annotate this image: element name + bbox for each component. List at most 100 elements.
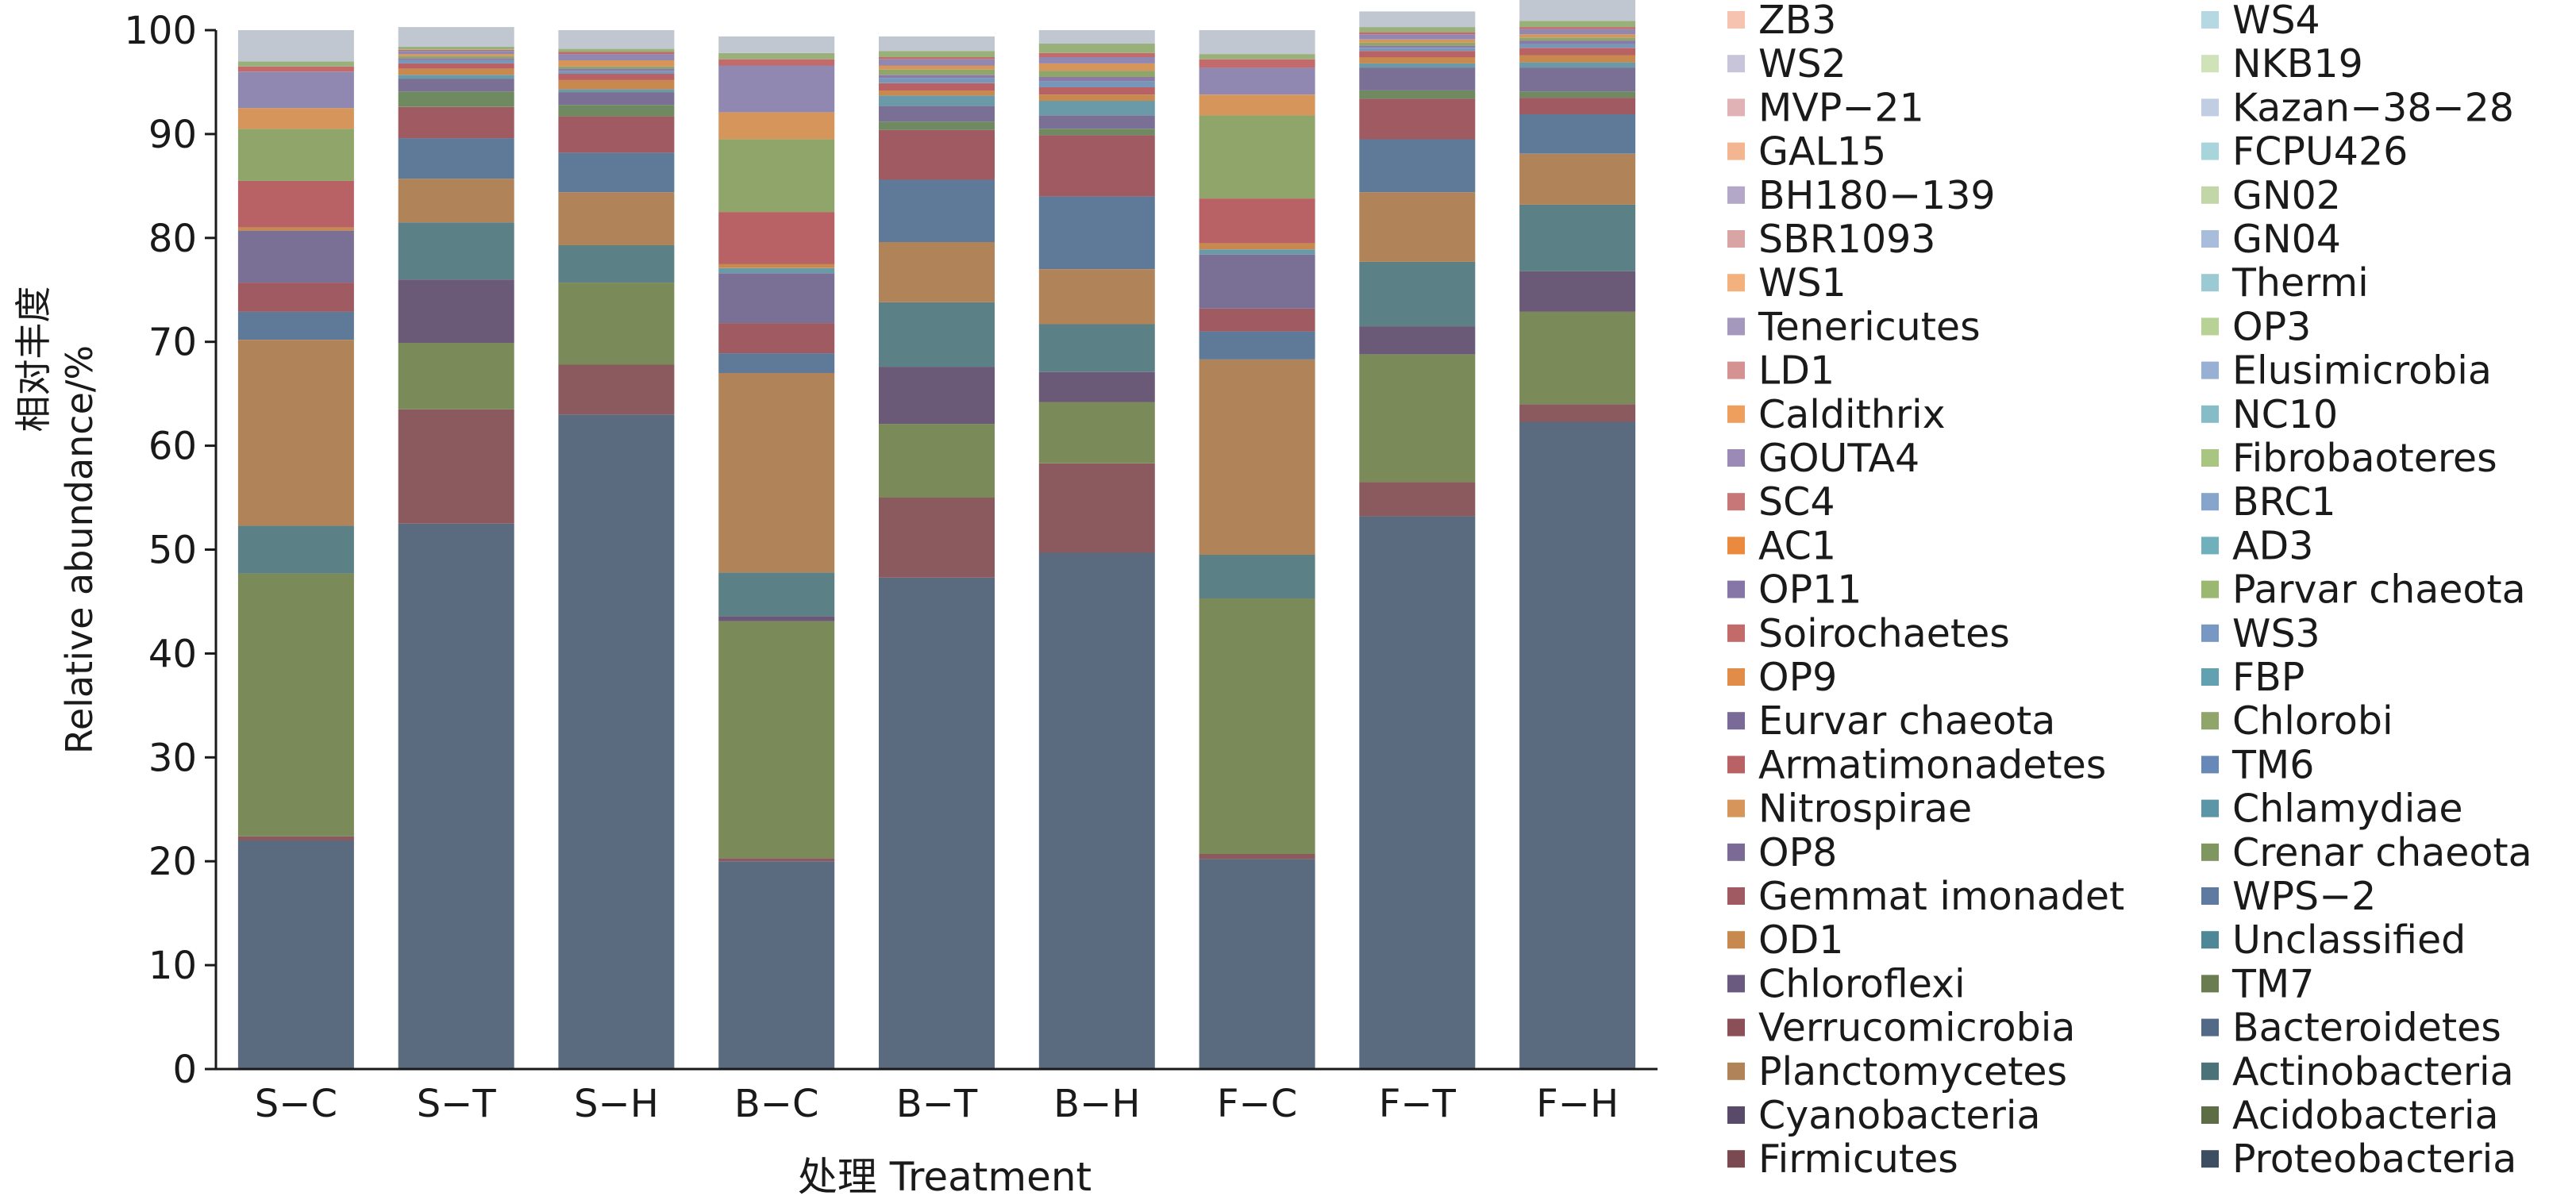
bar-segment-Nitrospirae (1359, 39, 1476, 43)
legend-item: Tenericutes (1727, 304, 1981, 349)
legend-label: Kazan−38−28 (2232, 85, 2514, 130)
bar-segment-Gemmat-imonadet (398, 63, 514, 69)
bar-segment-Chlorobi (718, 139, 835, 212)
legend-swatch (2201, 580, 2219, 598)
plot-area (237, 0, 1636, 1069)
legend-label: AC1 (1758, 523, 1836, 568)
bar-segment-Unclassified (558, 89, 675, 93)
legend-label: Verrucomicrobia (1758, 1006, 2075, 1051)
bar-segment-Proteobacteria (398, 523, 514, 1069)
bar-segment-Acidobacteria (558, 283, 675, 365)
bar-segment-WPS−2 (1038, 81, 1155, 87)
legend-item: Parvar chaeota (2201, 567, 2526, 613)
bar-segment-WPS−2 (1519, 44, 1636, 48)
y-tick-label: 100 (124, 9, 197, 53)
bar-segment-Crenar-chaeota (237, 61, 354, 67)
bar-segment-TM7 (879, 121, 995, 130)
legend-item: FCPU426 (2201, 129, 2408, 175)
bar-segment-Chlorobi (237, 129, 354, 181)
bar-segment-TM7 (558, 105, 675, 117)
y-axis-label-en: Relative abundance/% (58, 345, 101, 754)
legend-swatch (2201, 11, 2219, 29)
legend-label: Thermi (2231, 260, 2369, 306)
bar-segment-Proteobacteria (1359, 516, 1476, 1069)
bar-segment-Others (237, 30, 354, 62)
legend-item: Cyanobacteria (1727, 1093, 2041, 1138)
legend-swatch (2201, 799, 2219, 817)
legend-label: Eurvar chaeota (1758, 698, 2055, 744)
bar-segment-Eurvar-chaeota (1038, 57, 1155, 63)
x-tick-label: F−H (1536, 1082, 1619, 1126)
bar-segment-Proteobacteria (1038, 552, 1155, 1069)
legend-swatch (1727, 624, 1745, 642)
legend-item: Crenar chaeota (2201, 830, 2532, 875)
legend-swatch (2201, 1106, 2219, 1124)
legend-item: OP8 (1727, 830, 1837, 875)
x-tick-label: S−C (255, 1082, 337, 1126)
legend-swatch (2201, 931, 2219, 949)
legend-item: WS1 (1727, 260, 1846, 306)
legend-item: Acidobacteria (2201, 1093, 2499, 1138)
legend-item: FBP (2201, 655, 2305, 700)
bar-segment-OD1 (1359, 57, 1476, 63)
legend-item: Elusimicrobia (2201, 348, 2492, 394)
bar-segment-OD1 (879, 90, 995, 96)
bar-segment-Verrucomicrobia (1038, 135, 1155, 197)
bar-segment-Eurvar-chaeota (237, 71, 354, 109)
legend-swatch (2201, 405, 2219, 423)
bar-segment-Gemmat-imonadet (558, 74, 675, 80)
bar-segment-OP8 (398, 58, 514, 60)
legend-label: NKB19 (2232, 41, 2363, 87)
bar-segment-TM7 (398, 91, 514, 107)
legend-item: Firmicutes (1727, 1137, 1958, 1182)
bar-segment-Actinobacteria (879, 302, 995, 367)
legend-swatch (1727, 186, 1745, 204)
legend-item: OP3 (2201, 304, 2311, 349)
bar-segment-Eurvar-chaeota (398, 51, 514, 55)
legend-label: WS3 (2232, 611, 2320, 656)
legend-label: OD1 (1758, 917, 1843, 963)
bar-group-B−T (879, 36, 995, 1069)
bar-segment-Bacteroidetes (558, 152, 675, 193)
bar-segment-Others (1038, 30, 1155, 44)
bar-segment-OD1 (558, 79, 675, 90)
legend-label: Nitrospirae (1758, 787, 1972, 832)
legend-label: Unclassified (2232, 917, 2466, 963)
bar-segment-Acidobacteria (237, 573, 354, 837)
legend-item: Bacteroidetes (2201, 1006, 2501, 1051)
bar-segment-Chloroflexi (237, 230, 354, 283)
bar-segment-Firmicutes (879, 498, 995, 578)
bar-segment-Soirochaetes (1359, 32, 1476, 35)
bar-segment-Others (879, 36, 995, 52)
bar-segment-Actinobacteria (1519, 204, 1636, 271)
bar-segment-Firmicutes (718, 858, 835, 862)
bar-segment-Nitrospirae (237, 108, 354, 129)
bar-segment-Soirochaetes (1519, 27, 1636, 29)
bar-segment-Firmicutes (1359, 482, 1476, 517)
legend-label: WS4 (2232, 0, 2320, 43)
bar-segment-WPS−2 (879, 78, 995, 83)
x-tick-label: B−T (896, 1082, 978, 1126)
bar-segment-Others (718, 36, 835, 53)
legend-label: BRC1 (2232, 479, 2336, 525)
legend-swatch (2201, 1150, 2219, 1168)
bar-segment-Planctomycetes (237, 340, 354, 526)
legend-item: NC10 (2201, 392, 2338, 437)
bar-segment-OP8 (558, 68, 675, 71)
bar-segment-Crenar-chaeota (718, 52, 835, 60)
bar-segment-Chloroflexi (398, 79, 514, 92)
bar-segment-Acidobacteria (718, 621, 835, 859)
legend-label: WPS−2 (2232, 874, 2376, 919)
legend-item: Nitrospirae (1727, 787, 1972, 832)
legend-swatch (1727, 931, 1745, 949)
legend-label: OP11 (1758, 567, 1862, 613)
bar-segment-Acidobacteria (1359, 354, 1476, 483)
legend-label: Soirochaetes (1758, 611, 2010, 656)
bar-segment-Eurvar-chaeota (1359, 34, 1476, 40)
legend-swatch (2201, 624, 2219, 642)
legend-label: GN02 (2232, 173, 2341, 218)
bar-segment-Acidobacteria (879, 424, 995, 498)
bar-group-B−H (1038, 30, 1155, 1069)
bar-segment-Nitrospirae (558, 60, 675, 67)
bar-segment-Planctomycetes (1038, 269, 1155, 325)
